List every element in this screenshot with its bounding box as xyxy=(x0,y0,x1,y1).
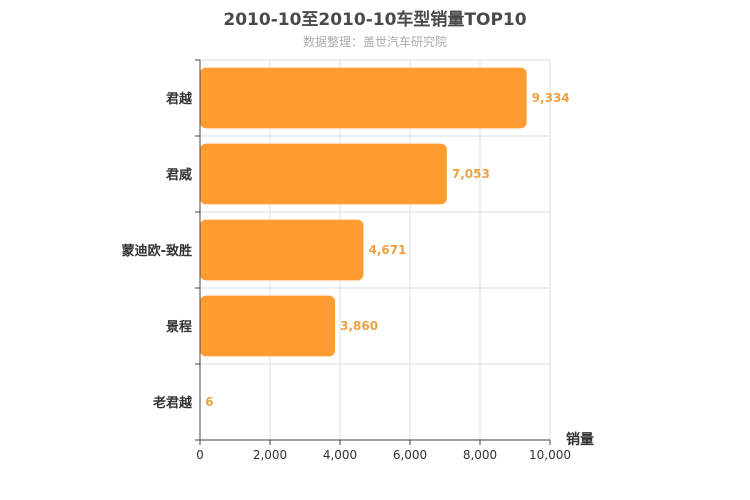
category-label: 老君越 xyxy=(152,395,193,411)
x-axis-title: 销量 xyxy=(566,431,594,448)
chart-subtitle: 数据整理：盖世汽车研究院 xyxy=(302,35,447,49)
chart-title: 2010-10至2010-10车型销量TOP10 xyxy=(223,10,527,30)
bar-value-label: 4,671 xyxy=(368,243,406,257)
bar-value-label: 7,053 xyxy=(452,167,490,181)
category-label: 景程 xyxy=(166,320,192,335)
x-tick-label: 4,000 xyxy=(323,448,357,462)
category-label: 君越 xyxy=(166,91,193,107)
bar xyxy=(200,295,336,357)
category-label: 蒙迪欧-致胜 xyxy=(122,243,192,259)
bar xyxy=(200,67,527,129)
bar xyxy=(200,219,364,281)
bar xyxy=(200,143,447,205)
axis-layer xyxy=(195,59,551,445)
x-tick-label: 10,000 xyxy=(529,448,571,462)
label-layer: 9,334 君越 7,053 君威 4,671 蒙迪欧-致胜 3,860 景程 6 老君越 0 2,0… xyxy=(122,91,571,462)
bar-value-label: 6 xyxy=(205,395,213,409)
x-tick-label: 2,000 xyxy=(253,448,287,462)
bar-layer xyxy=(200,67,527,433)
x-tick-label: 0 xyxy=(196,448,204,462)
x-tick-label: 8,000 xyxy=(463,448,497,462)
x-tick-label: 6,000 xyxy=(393,448,427,462)
category-label: 君威 xyxy=(166,167,192,183)
bar-value-label: 9,334 xyxy=(532,91,570,105)
bar-value-label: 3,860 xyxy=(340,319,378,333)
